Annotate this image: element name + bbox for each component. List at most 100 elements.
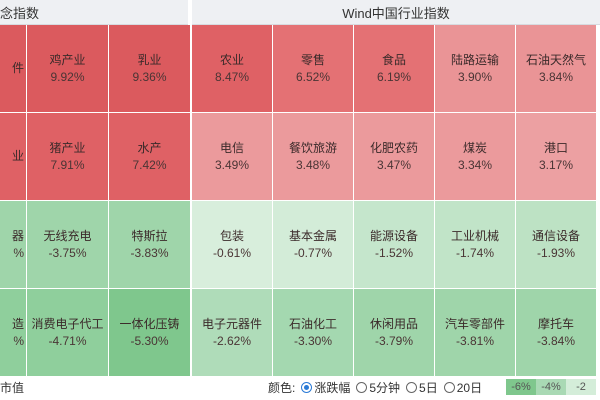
industry-tile-change: -0.61% [212,245,252,260]
concept-tile[interactable]: 水产 7.42% [109,113,190,200]
wind-industry-index-header: Wind中国行业指数 [192,0,600,25]
industry-tile[interactable]: 化肥农药 3.47% [354,113,434,200]
concept-tile[interactable]: 造% [0,289,26,376]
industry-tile[interactable]: 休闲用品 -3.79% [354,289,434,376]
industry-tile[interactable]: 基本金属 -0.77% [273,201,353,288]
color-legend: -6% -4% -2 [506,379,596,395]
concept-tile[interactable]: 特斯拉 -3.83% [109,201,190,288]
color-mode-option-label: 5分钟 [369,380,401,395]
color-mode-option-label: 5日 [419,380,438,395]
industry-tile-name: 工业机械 [450,228,499,243]
industry-tile-name: 餐饮旅游 [288,140,337,155]
industry-tile[interactable]: 电信 3.49% [192,113,272,200]
industry-tile[interactable]: 汽车零部件 -3.81% [435,289,515,376]
radio-button-icon[interactable] [406,381,418,393]
concept-tile-name: 造 [11,316,24,331]
concept-tile[interactable]: 无线充电 -3.75% [27,201,108,288]
concept-tile-change: -4.71% [48,333,87,348]
concept-tile-name: 无线充电 [43,228,92,243]
concept-tile[interactable]: 猪产业 7.91% [27,113,108,200]
industry-tile-change: 8.47% [214,69,250,84]
industry-tile-change: 6.52% [295,69,331,84]
industry-tile-name: 煤炭 [462,140,487,155]
concept-tile-change: -5.30% [130,333,169,348]
concept-index-title: 念指数 [0,5,40,21]
color-mode-option[interactable]: 5分钟 [356,379,400,396]
industry-tile-change: 3.84% [538,69,574,84]
radio-button-icon[interactable] [356,381,368,393]
industry-tile-name: 化肥农药 [369,140,418,155]
industry-tile-name: 包装 [219,228,244,243]
industry-tile-name: 休闲用品 [369,316,418,331]
color-mode-label: 颜色: [268,380,296,395]
radio-button-icon[interactable] [443,381,455,393]
concept-tile-name: 器 [11,228,24,243]
industry-tile-change: 3.48% [295,157,331,172]
concept-tile-change: -3.75% [48,245,87,260]
industry-tile-name: 农业 [219,52,244,67]
industry-tile-name: 能源设备 [369,228,418,243]
wind-industry-index-panel: Wind中国行业指数 农业 8.47% 零售 6.52% 食品 6.19% 陆路运输 3.90… [192,0,600,376]
industry-tile[interactable]: 电子元器件 -2.62% [192,289,272,376]
industry-tile-name: 石油化工 [288,316,337,331]
concept-tile-change: % [13,333,24,348]
industry-tile[interactable]: 农业 8.47% [192,25,272,112]
industry-tile-name: 石油天然气 [525,52,586,67]
concept-tile-name: 猪产业 [49,140,86,155]
wind-industry-heatmap: 农业 8.47% 零售 6.52% 食品 6.19% 陆路运输 3.90% 石油天然气 3.84%… [192,25,600,376]
color-mode-option[interactable]: 涨跌幅 [301,379,350,396]
industry-tile-change: -3.81% [455,333,495,348]
concept-tile[interactable]: 一体化压铸 -5.30% [109,289,190,376]
industry-tile-change: 3.17% [538,157,574,172]
industry-tile-change: -3.84% [536,333,576,348]
industry-tile[interactable]: 零售 6.52% [273,25,353,112]
industry-tile[interactable]: 工业机械 -1.74% [435,201,515,288]
industry-tile-change: -3.79% [374,333,414,348]
concept-tile-name: 特斯拉 [131,228,168,243]
concept-tile[interactable]: 件 [0,25,26,112]
industry-tile-change: -1.74% [455,245,495,260]
concept-tile[interactable]: 鸡产业 9.92% [27,25,108,112]
concept-tile-name: 件 [11,61,24,75]
industry-tile-change: 3.49% [214,157,250,172]
footer-bar: 市值 颜色: 涨跌幅 5分钟 5日 20日 -6% -4% -2 [0,374,600,400]
concept-tile-name: 业 [11,149,24,163]
industry-tile-change: -1.52% [374,245,414,260]
industry-tile-name: 摩托车 [537,316,574,331]
color-mode-option[interactable]: 20日 [443,379,482,396]
industry-tile-name: 基本金属 [288,228,337,243]
industry-tile-name: 港口 [543,140,568,155]
concept-tile[interactable]: 器% [0,201,26,288]
industry-tile[interactable]: 食品 6.19% [354,25,434,112]
industry-tile[interactable]: 石油化工 -3.30% [273,289,353,376]
industry-tile-change: -2.62% [212,333,252,348]
industry-tile-name: 食品 [381,52,406,67]
concept-tile-name: 消费电子代工 [31,316,104,331]
industry-tile[interactable]: 石油天然气 3.84% [516,25,596,112]
concept-tile-change: 9.36% [132,69,167,84]
legend-swatch: -2 [566,379,596,395]
industry-tile[interactable]: 港口 3.17% [516,113,596,200]
industry-tile[interactable]: 餐饮旅游 3.48% [273,113,353,200]
legend-swatch: -4% [536,379,566,395]
industry-tile[interactable]: 通信设备 -1.93% [516,201,596,288]
concept-tile[interactable]: 消费电子代工 -4.71% [27,289,108,376]
industry-tile[interactable]: 能源设备 -1.52% [354,201,434,288]
industry-tile[interactable]: 包装 -0.61% [192,201,272,288]
color-mode-controls: 颜色: 涨跌幅 5分钟 5日 20日 [268,379,482,396]
industry-tile[interactable]: 煤炭 3.34% [435,113,515,200]
concept-index-panel: 念指数 件鸡产业 9.92% 乳业 9.36% 业猪产业 7.91% 水产 7.42% 器% 无线… [0,0,190,376]
industry-tile-change: 3.34% [457,157,493,172]
industry-tile-change: 6.19% [376,69,412,84]
legend-swatch: -6% [506,379,536,395]
concept-tile[interactable]: 业 [0,113,26,200]
industry-tile-change: -1.93% [536,245,576,260]
industry-tile[interactable]: 陆路运输 3.90% [435,25,515,112]
radio-button-icon[interactable] [301,381,313,393]
industry-tile-name: 陆路运输 [450,52,499,67]
concept-tile[interactable]: 乳业 9.36% [109,25,190,112]
industry-tile-change: -0.77% [293,245,333,260]
industry-tile[interactable]: 摩托车 -3.84% [516,289,596,376]
color-mode-option[interactable]: 5日 [406,379,438,396]
industry-tile-name: 通信设备 [531,228,580,243]
